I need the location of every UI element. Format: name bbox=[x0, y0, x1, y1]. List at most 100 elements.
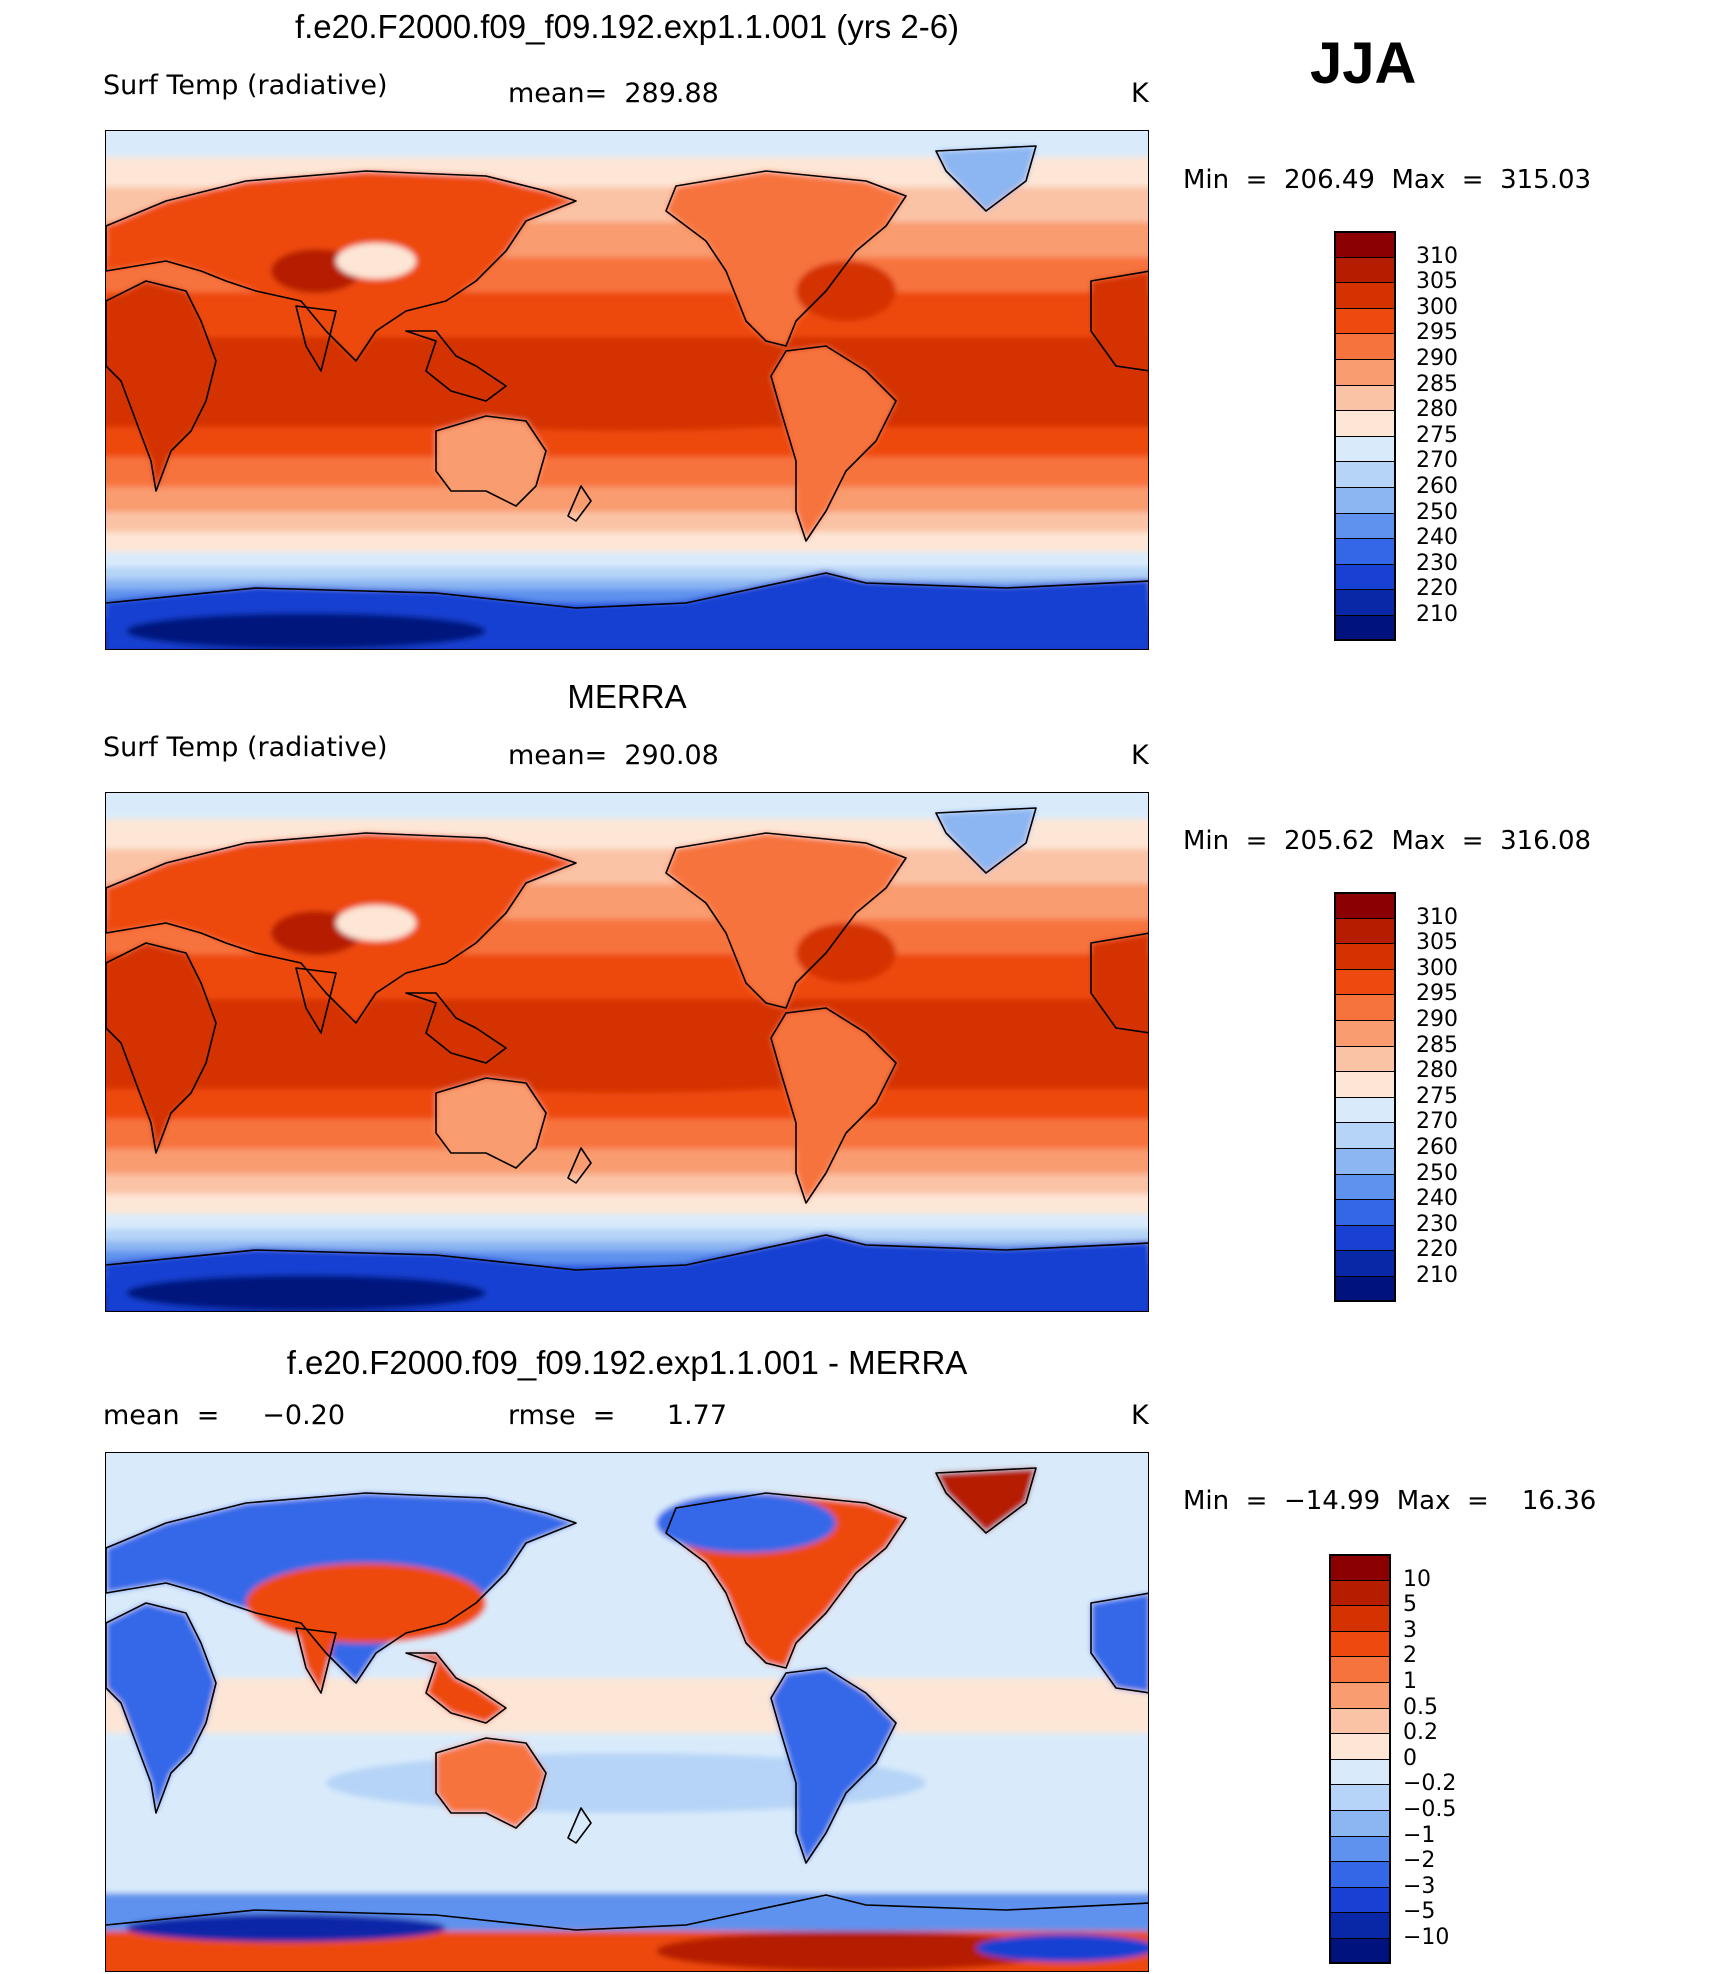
samerica-field bbox=[771, 346, 896, 541]
colorbar-cell bbox=[1334, 512, 1396, 539]
colorbar-tick-label: 10 bbox=[1403, 1566, 1431, 1592]
coastlines bbox=[106, 145, 1148, 609]
colorbar-tick-label: 250 bbox=[1416, 499, 1458, 525]
australia-field bbox=[436, 416, 546, 506]
seasia-field bbox=[406, 1653, 506, 1723]
europe-field bbox=[1091, 1593, 1148, 1693]
panel3-mean: mean = −0.20 bbox=[103, 1400, 346, 1431]
eurasia-coastline bbox=[106, 832, 577, 1024]
samerica-coastline bbox=[770, 1667, 897, 1864]
temperature-band bbox=[106, 954, 1148, 1007]
colorbar-tick-label: 2 bbox=[1403, 1643, 1417, 1669]
colorbar-cell bbox=[1334, 538, 1396, 564]
colorbar-tick-label: 230 bbox=[1416, 550, 1458, 576]
panel3-minmax: Min = −14.99 Max = 16.36 bbox=[1183, 1486, 1597, 1516]
colorbar-cell bbox=[1334, 359, 1396, 385]
colorbar-cell bbox=[1334, 410, 1396, 436]
greenland-coastline bbox=[935, 1467, 1037, 1534]
colorbar-cell bbox=[1334, 333, 1396, 359]
colorbar-cell bbox=[1334, 563, 1396, 590]
colorbar-tick-label: 0.5 bbox=[1403, 1694, 1438, 1720]
samerica-coastline bbox=[770, 1007, 897, 1204]
colorbar-tick-label: 300 bbox=[1416, 294, 1458, 320]
panel1-title: f.e20.F2000.f09_f09.192.exp1.1.001 (yrs … bbox=[294, 8, 960, 45]
europe-field bbox=[1091, 933, 1148, 1033]
colorbar-cell bbox=[1334, 1020, 1396, 1046]
colorbar-cell bbox=[1334, 1148, 1396, 1174]
colorbar-cell bbox=[1334, 994, 1396, 1020]
panel3-rmse: rmse = 1.77 bbox=[508, 1400, 728, 1431]
colorbar-cell bbox=[1329, 1886, 1391, 1913]
africa-field bbox=[106, 1603, 216, 1813]
nz-coastline bbox=[567, 1147, 592, 1184]
hot-spot bbox=[796, 261, 896, 321]
panel2-map bbox=[105, 792, 1149, 1312]
europe_e-coastline bbox=[1090, 932, 1148, 1034]
colorbar-cell bbox=[1334, 384, 1396, 411]
panel3-map bbox=[105, 1452, 1149, 1972]
colorbar-tick-label: 260 bbox=[1416, 474, 1458, 499]
colorbar-cell bbox=[1329, 1707, 1391, 1734]
colorbar-tick-label: 270 bbox=[1416, 1109, 1458, 1135]
colorbar-cell bbox=[1334, 461, 1396, 487]
greenland-field bbox=[936, 146, 1036, 211]
colorbar-tick-label: −5 bbox=[1403, 1899, 1436, 1925]
india-coastline bbox=[295, 967, 337, 1034]
colorbar-tick-label: 210 bbox=[1416, 602, 1458, 627]
colorbar-cell bbox=[1329, 1835, 1391, 1862]
colorbar-cell bbox=[1334, 282, 1396, 308]
colorbar-tick-label: 290 bbox=[1416, 1007, 1458, 1032]
greenland-field bbox=[936, 1468, 1036, 1533]
colorbar-cell bbox=[1329, 1938, 1391, 1964]
india-coastline bbox=[295, 305, 337, 372]
nz-coastline bbox=[567, 485, 592, 522]
namerica-coastline bbox=[665, 1492, 907, 1669]
panel1-minmax: Min = 206.49 Max = 315.03 bbox=[1183, 165, 1592, 195]
namerica-field bbox=[666, 171, 906, 346]
africa-coastline bbox=[106, 942, 217, 1154]
colorbar-cell bbox=[1334, 231, 1396, 257]
coastlines bbox=[106, 807, 1148, 1271]
panel3-units: K bbox=[1131, 1400, 1149, 1431]
colorbar-tick-label: 210 bbox=[1416, 1263, 1458, 1288]
panel2-title: MERRA bbox=[567, 678, 687, 715]
colorbar-tick-label: 300 bbox=[1416, 955, 1458, 981]
africa-coastline bbox=[106, 280, 217, 492]
panel2-variable: Surf Temp (radiative) bbox=[103, 732, 388, 763]
eurasia-coastline bbox=[106, 170, 577, 362]
greenland-coastline bbox=[935, 807, 1037, 874]
colorbar-tick-label: −0.2 bbox=[1403, 1771, 1457, 1797]
colorbar-tick-label: 5 bbox=[1403, 1592, 1417, 1618]
colorbar-tick-label: 240 bbox=[1416, 1186, 1458, 1212]
antarctica-coastline bbox=[106, 572, 1148, 609]
antarctica-coastline bbox=[106, 1894, 1148, 1931]
samerica-coastline bbox=[770, 345, 897, 542]
coastlines bbox=[106, 1467, 1148, 1931]
cold-bias bbox=[656, 1493, 836, 1553]
colorbar-cell bbox=[1334, 1122, 1396, 1148]
colorbar-tick-label: 270 bbox=[1416, 448, 1458, 474]
colorbar-tick-label: 310 bbox=[1416, 243, 1458, 269]
panel1-mean: mean= 289.88 bbox=[508, 78, 719, 109]
colorbar-tick-label: 305 bbox=[1416, 930, 1458, 956]
colorbar-cell bbox=[1334, 1276, 1396, 1302]
africa-field bbox=[106, 943, 216, 1153]
colorbar-tick-label: 230 bbox=[1416, 1211, 1458, 1237]
colorbar-cell bbox=[1329, 1733, 1391, 1759]
colorbar-cell bbox=[1334, 968, 1396, 995]
samerica-field bbox=[771, 1008, 896, 1203]
colorbar-cell bbox=[1334, 1045, 1396, 1072]
colorbar-tick-label: 220 bbox=[1416, 1237, 1458, 1263]
colorbar-cell bbox=[1334, 307, 1396, 334]
seasia-coastline bbox=[405, 330, 507, 402]
colorbar-cell bbox=[1334, 917, 1396, 944]
colorbar-tick-label: 250 bbox=[1416, 1160, 1458, 1186]
australia-field bbox=[436, 1738, 546, 1828]
australia-coastline bbox=[435, 415, 547, 507]
antarctica-coastline bbox=[106, 1234, 1148, 1271]
colorbar-cell bbox=[1329, 1861, 1391, 1887]
colorbar-cell bbox=[1334, 943, 1396, 969]
tibet-field bbox=[336, 905, 416, 941]
colorbar-tick-label: 1 bbox=[1403, 1669, 1417, 1694]
panel1-units: K bbox=[1131, 78, 1149, 109]
